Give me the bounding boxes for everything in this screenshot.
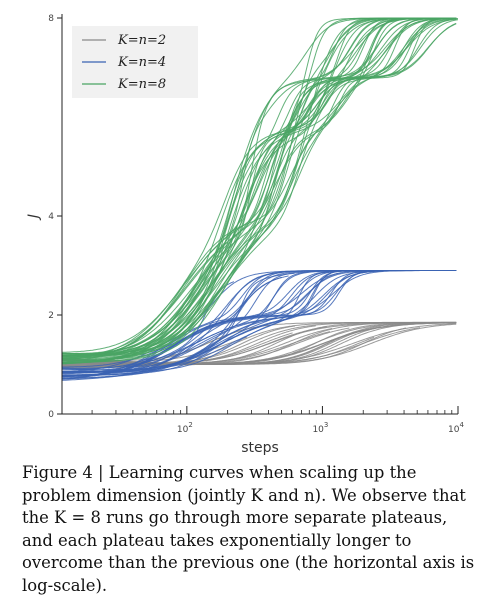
series-k-n-8	[61, 17, 458, 365]
x-tick-label: 102	[177, 421, 193, 435]
y-axis-label: J	[26, 214, 42, 221]
y-tick-label: 4	[48, 212, 54, 222]
y-tick-label: 8	[48, 14, 54, 24]
series-k-n-4	[61, 270, 457, 381]
learning-curve-run	[62, 326, 327, 367]
legend-label: K=n=4	[117, 55, 166, 70]
legend: K=n=2 K=n=4 K=n=8	[72, 26, 198, 98]
learning-curve-run	[62, 281, 235, 372]
learning-curve-run	[61, 17, 457, 353]
learning-curves-chart: 102 103 104 0 2 4 8 steps J K=n=2 K=n=4 K=n=8	[26, 14, 464, 456]
y-tick-label: 2	[48, 311, 54, 321]
learning-curves-figure: 102 103 104 0 2 4 8 steps J K=n=2 K=n=4 K=n=8	[26, 14, 464, 456]
x-ticks: 102 103 104	[91, 406, 464, 435]
learning-curve-run	[61, 18, 457, 357]
x-tick-label: 104	[448, 421, 464, 435]
plot-area	[61, 17, 458, 381]
legend-label: K=n=8	[117, 77, 166, 92]
y-tick-label: 0	[48, 410, 54, 420]
learning-curve-run	[62, 273, 331, 373]
learning-curve-run	[62, 321, 457, 367]
x-axis-label: steps	[241, 440, 279, 456]
learning-curve-run	[61, 270, 390, 380]
learning-curve-run	[62, 17, 457, 357]
learning-curve-run	[62, 270, 457, 380]
y-ticks: 0 2 4 8	[48, 14, 62, 420]
learning-curve-run	[62, 17, 457, 357]
learning-curve-run	[61, 17, 457, 361]
legend-label: K=n=2	[117, 33, 166, 48]
learning-curve-run	[62, 23, 457, 355]
figure-caption: Figure 4 | Learning curves when scaling …	[22, 463, 475, 595]
x-tick-label: 103	[312, 421, 328, 435]
